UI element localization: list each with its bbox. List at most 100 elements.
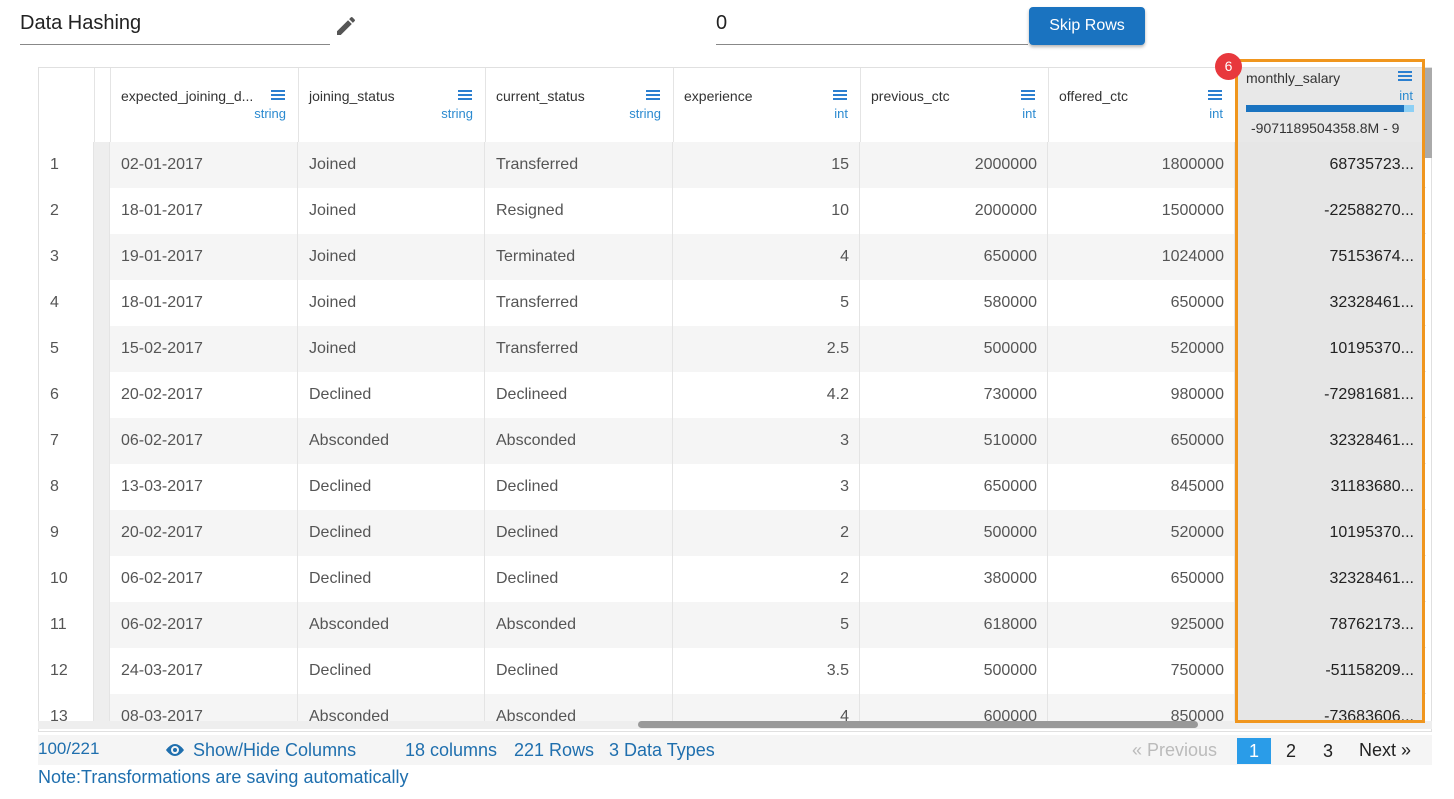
footer-bar: [38, 735, 1432, 765]
skip-input[interactable]: 0: [716, 12, 1028, 45]
name-text: Data Hashing: [20, 12, 142, 34]
cell: Joined: [298, 326, 485, 372]
cell: 32328461...: [1235, 418, 1425, 464]
data-grid: expected_joining_d... string joining_statu…: [38, 67, 1432, 732]
cell: -72981681...: [1235, 372, 1425, 418]
cell: Joined: [298, 234, 485, 280]
column-name: current_status: [496, 88, 585, 104]
cell: 2: [673, 556, 860, 602]
cell: 10195370...: [1235, 510, 1425, 556]
column-name: experience: [684, 88, 753, 104]
page-button[interactable]: 1: [1237, 738, 1271, 764]
cell: 650000: [1048, 418, 1235, 464]
column-type: int: [834, 106, 848, 121]
cell: 13-03-2017: [110, 464, 298, 510]
cut-cell: [94, 648, 110, 694]
cut-cell: [94, 188, 110, 234]
menu-icon[interactable]: [1398, 71, 1412, 81]
grid-row: 10 06-02-2017 Declined Declined 2 380000 65000…: [39, 556, 1426, 602]
cell: 500000: [860, 510, 1048, 556]
grid-row: 4 18-01-2017 Joined Transferred 5 580000 65000…: [39, 280, 1426, 326]
name-input[interactable]: Data Hashing: [20, 12, 330, 45]
h-scrollbar[interactable]: [638, 721, 1198, 728]
cell: 15-02-2017: [110, 326, 298, 372]
eye-icon[interactable]: [163, 741, 187, 759]
row-number: 11: [39, 602, 94, 648]
cell: 02-01-2017: [110, 142, 298, 188]
column-header[interactable]: [673, 68, 861, 142]
cell: 750000: [1048, 648, 1235, 694]
cell: Declineed: [485, 372, 673, 418]
cell: 15: [673, 142, 860, 188]
menu-icon[interactable]: [833, 90, 847, 100]
column-header[interactable]: [1048, 68, 1236, 142]
next-button[interactable]: Next »: [1359, 740, 1412, 760]
cell: Joined: [298, 142, 485, 188]
cell: Declined: [485, 464, 673, 510]
page-button[interactable]: 2: [1285, 741, 1296, 761]
cell: 31183680...: [1235, 464, 1425, 510]
cell: Absconded: [485, 694, 673, 722]
page-button[interactable]: 3: [1322, 741, 1333, 761]
cell: 06-02-2017: [110, 602, 298, 648]
grid-row: 3 19-01-2017 Joined Terminated 4 650000 102400…: [39, 234, 1426, 280]
column-header[interactable]: [298, 68, 486, 142]
row-number: 6: [39, 372, 94, 418]
cell: 520000: [1048, 510, 1235, 556]
cell: 618000: [860, 602, 1048, 648]
menu-icon[interactable]: [1021, 90, 1035, 100]
cell: Declined: [298, 372, 485, 418]
row-number: 4: [39, 280, 94, 326]
cell: 500000: [860, 326, 1048, 372]
cell: -51158209...: [1235, 648, 1425, 694]
row-number: 1: [39, 142, 94, 188]
cell: 2000000: [860, 188, 1048, 234]
previous-button[interactable]: « Previous: [1132, 740, 1218, 760]
cell: 2.5: [673, 326, 860, 372]
cut-cell: [94, 418, 110, 464]
cell: 980000: [1048, 372, 1235, 418]
cell: Declined: [298, 648, 485, 694]
cut-cell: [94, 602, 110, 648]
menu-icon[interactable]: [646, 90, 660, 100]
cut-cell: [94, 326, 110, 372]
cell: 845000: [1048, 464, 1235, 510]
cut-cell: [94, 556, 110, 602]
column-name: previous_ctc: [871, 88, 950, 104]
cell: Absconded: [485, 418, 673, 464]
grid-row: 12 24-03-2017 Declined Declined 3.5 500000 750…: [39, 648, 1426, 694]
row-number: 8: [39, 464, 94, 510]
menu-icon[interactable]: [458, 90, 472, 100]
cell: 20-02-2017: [110, 510, 298, 556]
column-type: int: [1399, 88, 1413, 103]
column-header[interactable]: [485, 68, 674, 142]
grid-row: 13 08-03-2017 Absconded Absconded 4 600000 850…: [39, 694, 1426, 722]
v-scrollbar[interactable]: [1425, 68, 1432, 158]
cell: Absconded: [298, 694, 485, 722]
cell: 925000: [1048, 602, 1235, 648]
cell: 380000: [860, 556, 1048, 602]
column-header[interactable]: [110, 68, 299, 142]
column-type: int: [1209, 106, 1223, 121]
cell: Joined: [298, 280, 485, 326]
menu-icon[interactable]: [271, 90, 285, 100]
cell: 600000: [860, 694, 1048, 722]
cell: 24-03-2017: [110, 648, 298, 694]
cell: Transferred: [485, 280, 673, 326]
cut-cell: [94, 464, 110, 510]
menu-icon[interactable]: [1208, 90, 1222, 100]
skip-button[interactable]: Skip Rows: [1029, 7, 1145, 45]
cell: 510000: [860, 418, 1048, 464]
grid-row: 6 20-02-2017 Declined Declineed 4.2 730000 980…: [39, 372, 1426, 418]
cell: 650000: [1048, 280, 1235, 326]
column-header[interactable]: [860, 68, 1049, 142]
cell: 3: [673, 464, 860, 510]
show-hide-columns[interactable]: Show/Hide Columns: [193, 740, 357, 760]
cut-cell: [94, 372, 110, 418]
cell: -73683606...: [1235, 694, 1425, 722]
edit-icon[interactable]: [334, 14, 358, 38]
row-number: 2: [39, 188, 94, 234]
rows-count: 221 Rows: [514, 740, 595, 760]
column-type: string: [441, 106, 473, 121]
